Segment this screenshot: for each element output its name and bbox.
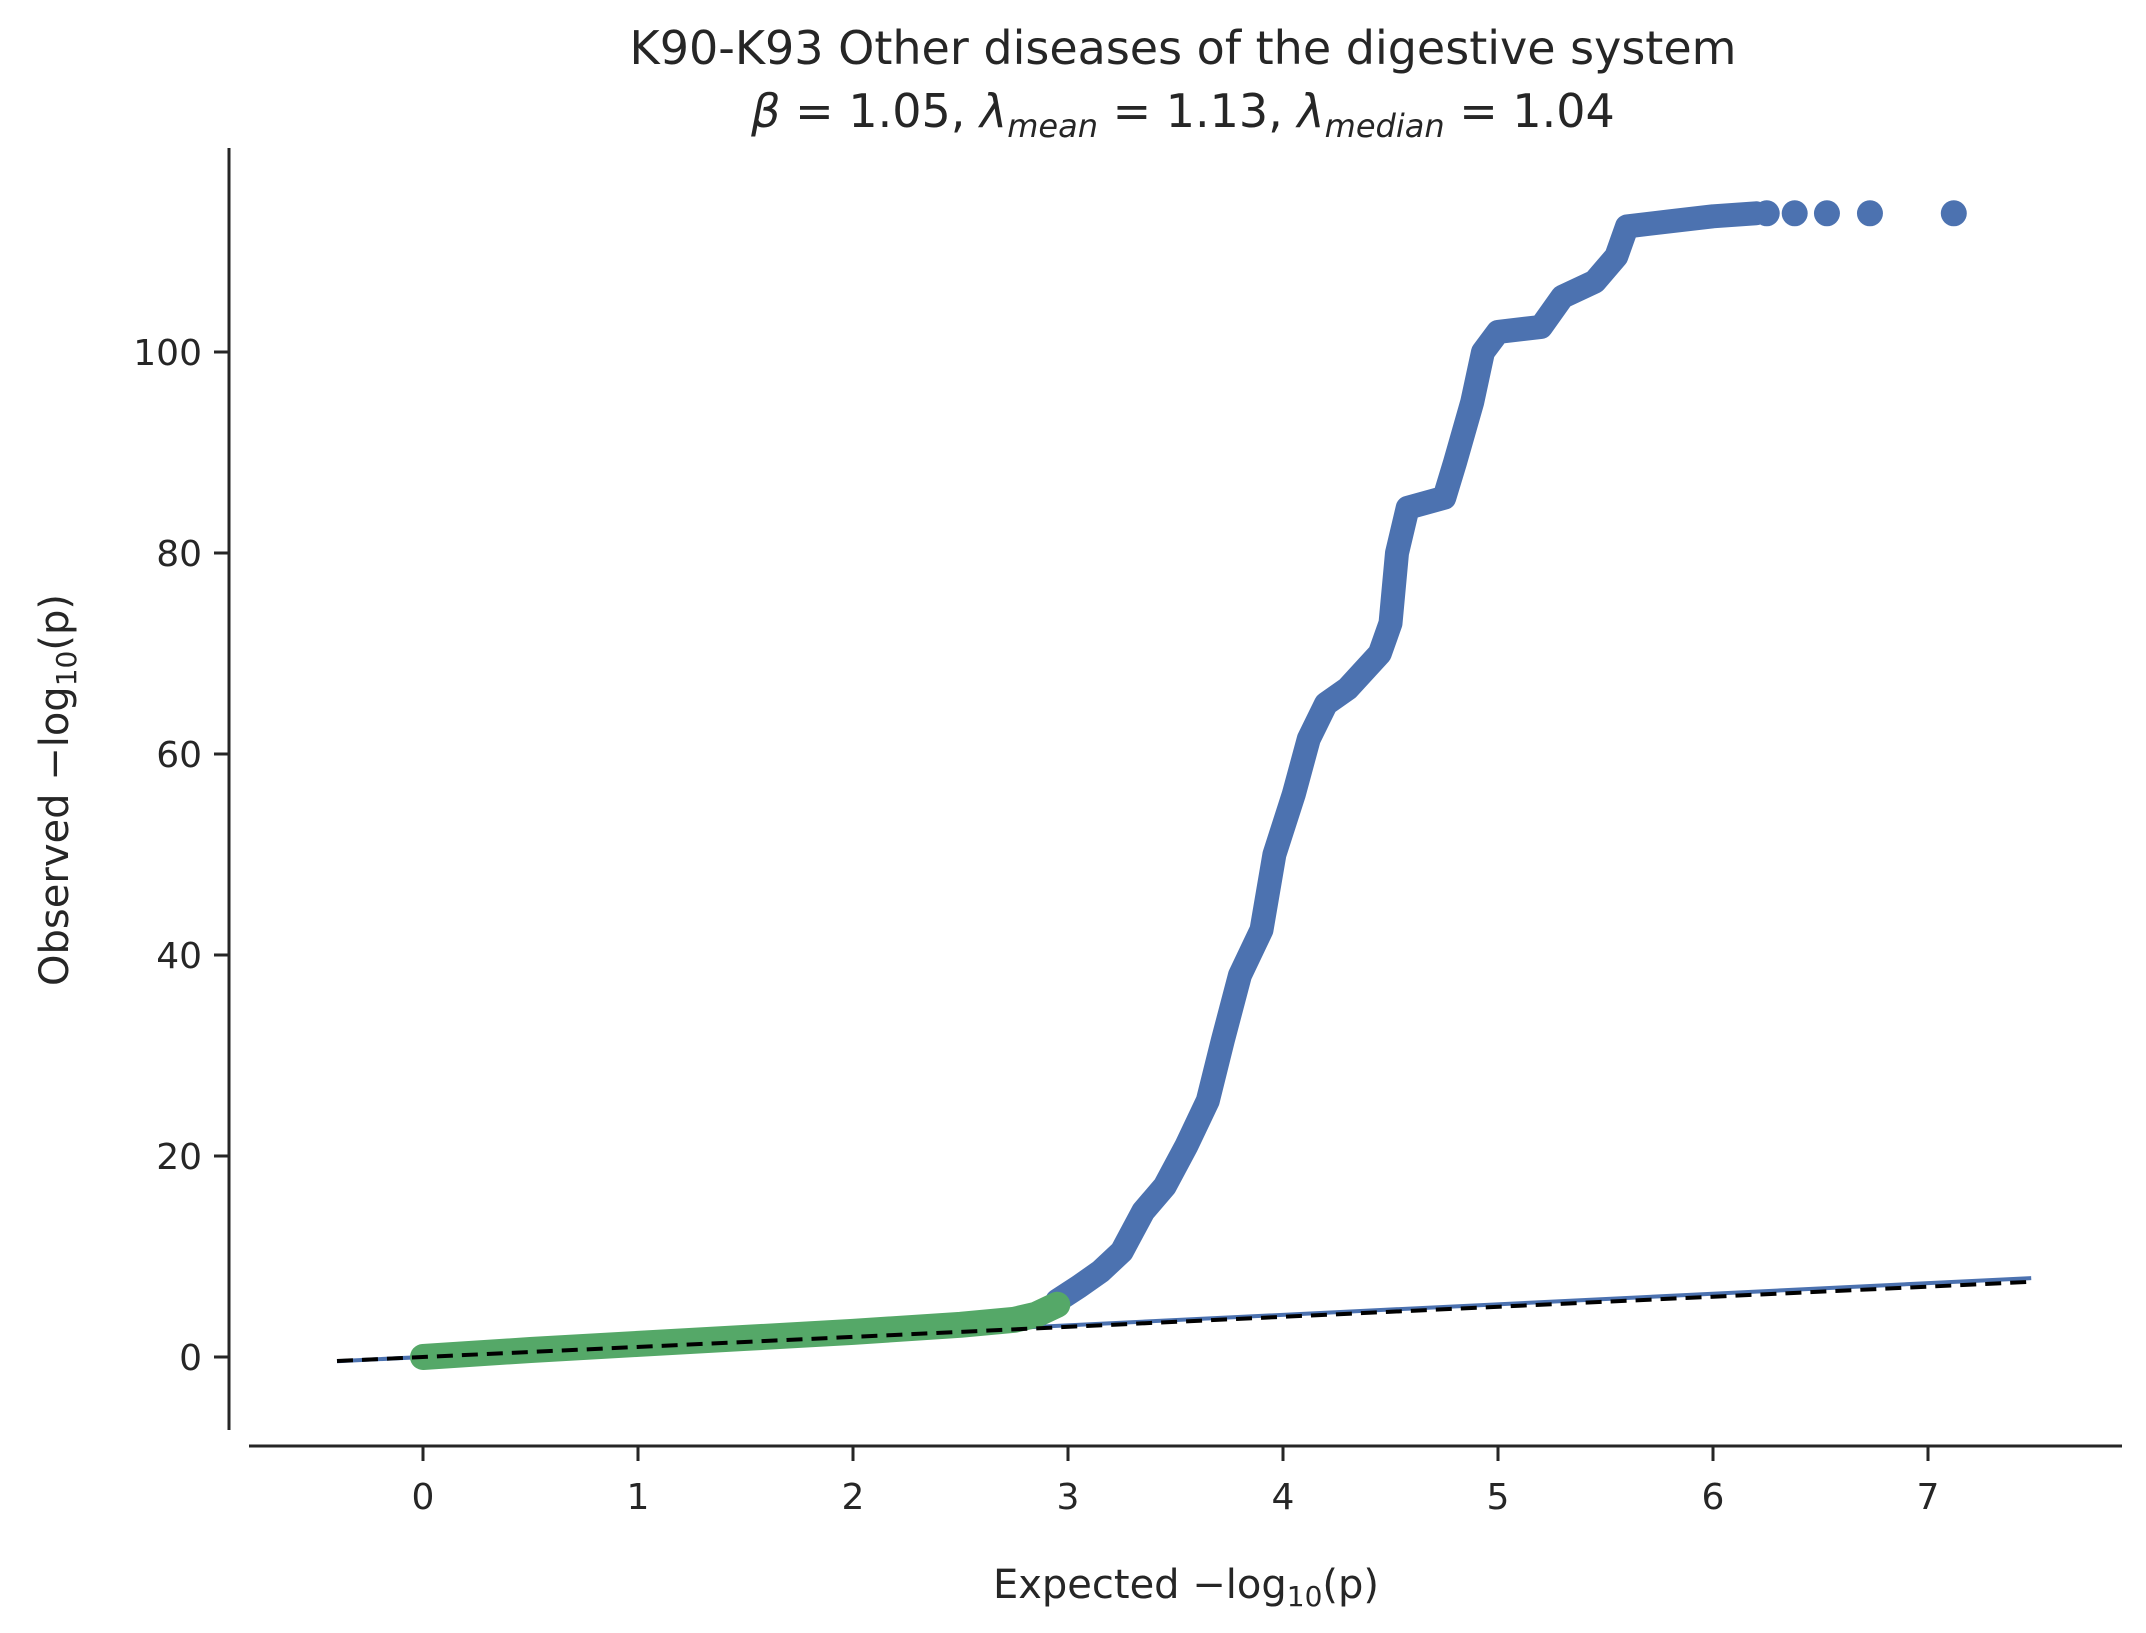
y-tick-label: 40 bbox=[156, 936, 202, 977]
x-axis-label-suffix: (p) bbox=[1322, 1562, 1379, 1608]
expected-line-dashed bbox=[336, 1279, 2032, 1364]
plot-area bbox=[336, 200, 2032, 1370]
beta-value: = 1.05, bbox=[781, 84, 980, 138]
blue-series-point bbox=[1940, 200, 1967, 227]
chart-title: K90-K93 Other diseases of the digestive … bbox=[630, 21, 1737, 75]
x-tick-label: 1 bbox=[627, 1477, 650, 1518]
y-ticks: 0 20 40 60 80 100 bbox=[133, 333, 229, 1379]
lambda-mean-value: = 1.13, bbox=[1098, 84, 1297, 138]
x-ticks: 0 1 2 3 4 5 6 7 bbox=[412, 1446, 1940, 1518]
blue-series-point bbox=[1753, 200, 1780, 227]
x-tick-label: 7 bbox=[1917, 1477, 1940, 1518]
x-tick-label: 4 bbox=[1272, 1477, 1295, 1518]
y-axis-label: Observed −log10(p) bbox=[32, 594, 83, 986]
blue-series-point bbox=[1856, 200, 1883, 227]
y-axis-label-suffix: (p) bbox=[32, 594, 78, 651]
lambda-median-subscript: median bbox=[1325, 107, 1445, 145]
y-tick-label: 100 bbox=[133, 333, 202, 374]
x-tick-label: 6 bbox=[1702, 1477, 1725, 1518]
y-tick-label: 60 bbox=[156, 735, 202, 776]
beta-symbol: β bbox=[750, 84, 780, 138]
lambda-median-value: = 1.04 bbox=[1445, 84, 1615, 138]
x-axis-label: Expected −log10(p) bbox=[993, 1562, 1379, 1613]
x-tick-label: 3 bbox=[1057, 1477, 1080, 1518]
x-tick-label: 0 bbox=[412, 1477, 435, 1518]
blue-series-point bbox=[1813, 200, 1840, 227]
lambda-mean-subscript: mean bbox=[1007, 107, 1098, 145]
lambda-median-symbol: λ bbox=[1294, 84, 1324, 138]
x-tick-label: 5 bbox=[1487, 1477, 1510, 1518]
lambda-mean-symbol: λ bbox=[977, 84, 1007, 138]
x-axis-label-subscript: 10 bbox=[1287, 1580, 1323, 1613]
blue-series-point bbox=[1781, 200, 1808, 227]
green-series-curve bbox=[410, 1291, 1071, 1370]
y-tick-label: 20 bbox=[156, 1137, 202, 1178]
y-tick-label: 0 bbox=[179, 1338, 202, 1379]
chart-subtitle: β = 1.05, λmean = 1.13, λmedian = 1.04 bbox=[750, 84, 1615, 145]
y-tick-label: 80 bbox=[156, 534, 202, 575]
y-axis-label-prefix: Observed −log bbox=[32, 686, 78, 986]
y-axis-label-subscript: 10 bbox=[50, 651, 83, 687]
x-tick-label: 2 bbox=[842, 1477, 865, 1518]
blue-series-curve bbox=[1045, 201, 1768, 1313]
x-axis-label-prefix: Expected −log bbox=[993, 1562, 1287, 1608]
